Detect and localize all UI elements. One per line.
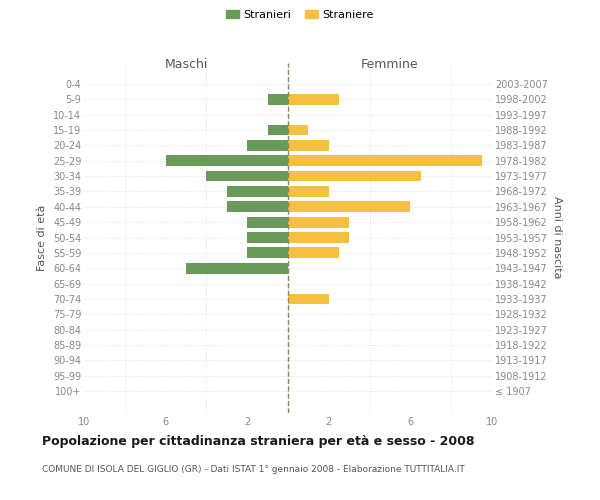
Bar (247, 216, 288, 228)
Text: Popolazione per cittadinanza straniera per età e sesso - 2008: Popolazione per cittadinanza straniera p… (42, 435, 475, 448)
Bar (288, 186, 329, 197)
Bar (288, 232, 349, 243)
Bar (247, 232, 288, 243)
Bar (206, 170, 288, 181)
Bar (288, 156, 482, 166)
Bar (247, 140, 288, 150)
Y-axis label: Anni di nascita: Anni di nascita (551, 196, 562, 278)
Bar (166, 156, 288, 166)
Bar (288, 294, 329, 304)
Text: COMUNE DI ISOLA DEL GIGLIO (GR) - Dati ISTAT 1° gennaio 2008 - Elaborazione TUTT: COMUNE DI ISOLA DEL GIGLIO (GR) - Dati I… (42, 465, 465, 474)
Y-axis label: Fasce di età: Fasce di età (37, 204, 47, 270)
Bar (288, 124, 308, 136)
Bar (268, 124, 288, 136)
Text: Maschi: Maschi (164, 58, 208, 71)
Bar (227, 186, 288, 197)
Bar (268, 94, 288, 104)
Bar (288, 170, 421, 181)
Legend: Stranieri, Straniere: Stranieri, Straniere (221, 6, 379, 25)
Bar (288, 216, 349, 228)
Bar (227, 202, 288, 212)
Bar (247, 248, 288, 258)
Text: Femmine: Femmine (361, 58, 419, 71)
Bar (288, 202, 410, 212)
Bar (186, 263, 288, 274)
Bar (288, 248, 339, 258)
Bar (288, 94, 339, 104)
Bar (288, 140, 329, 150)
